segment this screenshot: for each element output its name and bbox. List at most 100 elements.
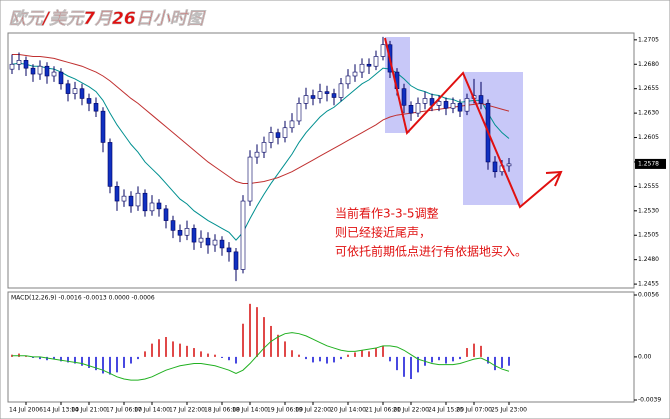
annotation: 则已经接近尾声，: [335, 225, 431, 240]
macd-bar: [487, 356, 489, 364]
candle-body: [282, 127, 288, 138]
macd-bar: [25, 355, 27, 357]
y-tick-label: 1.2480: [638, 256, 659, 263]
y-tick-label: 1.2555: [638, 183, 659, 190]
x-tick-label: 20 Jul 14:00: [330, 407, 366, 414]
candle-body: [212, 239, 218, 246]
candle-body: [65, 83, 71, 94]
macd-bar: [508, 356, 510, 366]
candle-body: [401, 88, 407, 106]
candle-body: [331, 93, 337, 98]
candle-body: [219, 239, 225, 249]
candle-body: [23, 60, 29, 69]
y-tick-label: 1.2455: [638, 281, 659, 288]
y-tick-label: 1.2605: [638, 134, 659, 141]
price-marker: [635, 158, 666, 169]
candle-body: [184, 228, 190, 236]
arrow-head: [545, 170, 563, 187]
macd-bar: [186, 345, 188, 357]
candle-body: [44, 65, 50, 77]
macd-bar: [256, 307, 258, 357]
y-tick-label: 0.00: [638, 353, 652, 360]
macd-bar: [95, 356, 97, 371]
macd-bar: [389, 356, 391, 362]
macd-bar: [298, 354, 300, 357]
macd-bar: [403, 356, 405, 377]
candle-body: [37, 65, 43, 75]
candle-body: [443, 101, 449, 109]
macd-bar: [193, 348, 195, 357]
annotation: 可依托前期低点进行有依据地买入。: [335, 244, 527, 259]
x-tick-label: 18 Jul 06:00: [204, 407, 240, 414]
candle-body: [457, 103, 463, 112]
candle-body: [380, 44, 386, 57]
candle-body: [121, 195, 127, 202]
macd-bar: [368, 351, 370, 357]
macd-bar: [228, 356, 230, 361]
candle-body: [114, 186, 120, 202]
candle-body: [86, 98, 92, 104]
macd-bar: [130, 356, 132, 364]
candle-body: [16, 60, 22, 65]
candle-body: [51, 71, 57, 77]
x-tick-label: 14 Jul 2006: [9, 407, 43, 414]
macd-bar: [459, 356, 461, 360]
macd-bar: [340, 356, 342, 360]
macd-bar: [438, 356, 440, 361]
macd-bar: [347, 354, 349, 357]
y-tick-label: 1.2680: [638, 61, 659, 68]
candle-body: [296, 103, 302, 122]
macd-bar: [291, 350, 293, 357]
candle-body: [506, 163, 512, 167]
macd-bar: [39, 356, 41, 360]
candle-body: [352, 71, 358, 77]
macd-bar: [494, 356, 496, 371]
macd-bar: [466, 348, 468, 357]
candle-body: [198, 237, 204, 243]
price-panel: [7, 32, 635, 289]
candle-body: [268, 132, 274, 143]
macd-bar: [32, 356, 34, 358]
candle-body: [58, 71, 64, 85]
macd-bar: [480, 345, 482, 357]
y-tick-label: 0.0056: [638, 292, 659, 299]
x-tick-label: 19 Jul 06:00: [267, 407, 303, 414]
candle-body: [163, 208, 169, 221]
macd-bar: [214, 354, 216, 357]
macd-bar: [235, 356, 237, 364]
candle-body: [177, 230, 183, 236]
macd-bar: [221, 356, 223, 358]
wave-line: [384, 37, 561, 209]
x-tick-label: 21 Jul 22:00: [393, 407, 429, 414]
macd-bar: [312, 356, 314, 363]
candle-body: [142, 192, 148, 212]
candle-body: [72, 88, 78, 94]
macd-bar: [123, 356, 125, 368]
candle-body: [156, 202, 162, 210]
macd-bar: [319, 356, 321, 362]
macd-bar: [102, 356, 104, 374]
y-tick-label: 1.2655: [638, 85, 659, 92]
candle-body: [415, 103, 421, 114]
macd-panel: [7, 291, 635, 403]
candle-body: [233, 251, 239, 270]
candle-body: [464, 98, 470, 112]
macd-bar: [109, 356, 111, 375]
macd-bar: [200, 351, 202, 357]
candle-body: [303, 95, 309, 104]
macd-bar: [410, 356, 412, 379]
candle-body: [338, 83, 344, 98]
candle-body: [254, 151, 260, 158]
x-tick-label: 17 Jul 06:00: [106, 407, 142, 414]
macd-bar: [144, 351, 146, 357]
macd-bar: [396, 356, 398, 371]
signal-line: [12, 332, 510, 381]
candle-body: [359, 63, 365, 73]
candle-body: [422, 98, 428, 104]
candle-body: [191, 228, 197, 243]
y-tick-label: 1.2630: [638, 110, 659, 117]
candle-body: [366, 63, 372, 67]
macd-bar: [88, 356, 90, 368]
